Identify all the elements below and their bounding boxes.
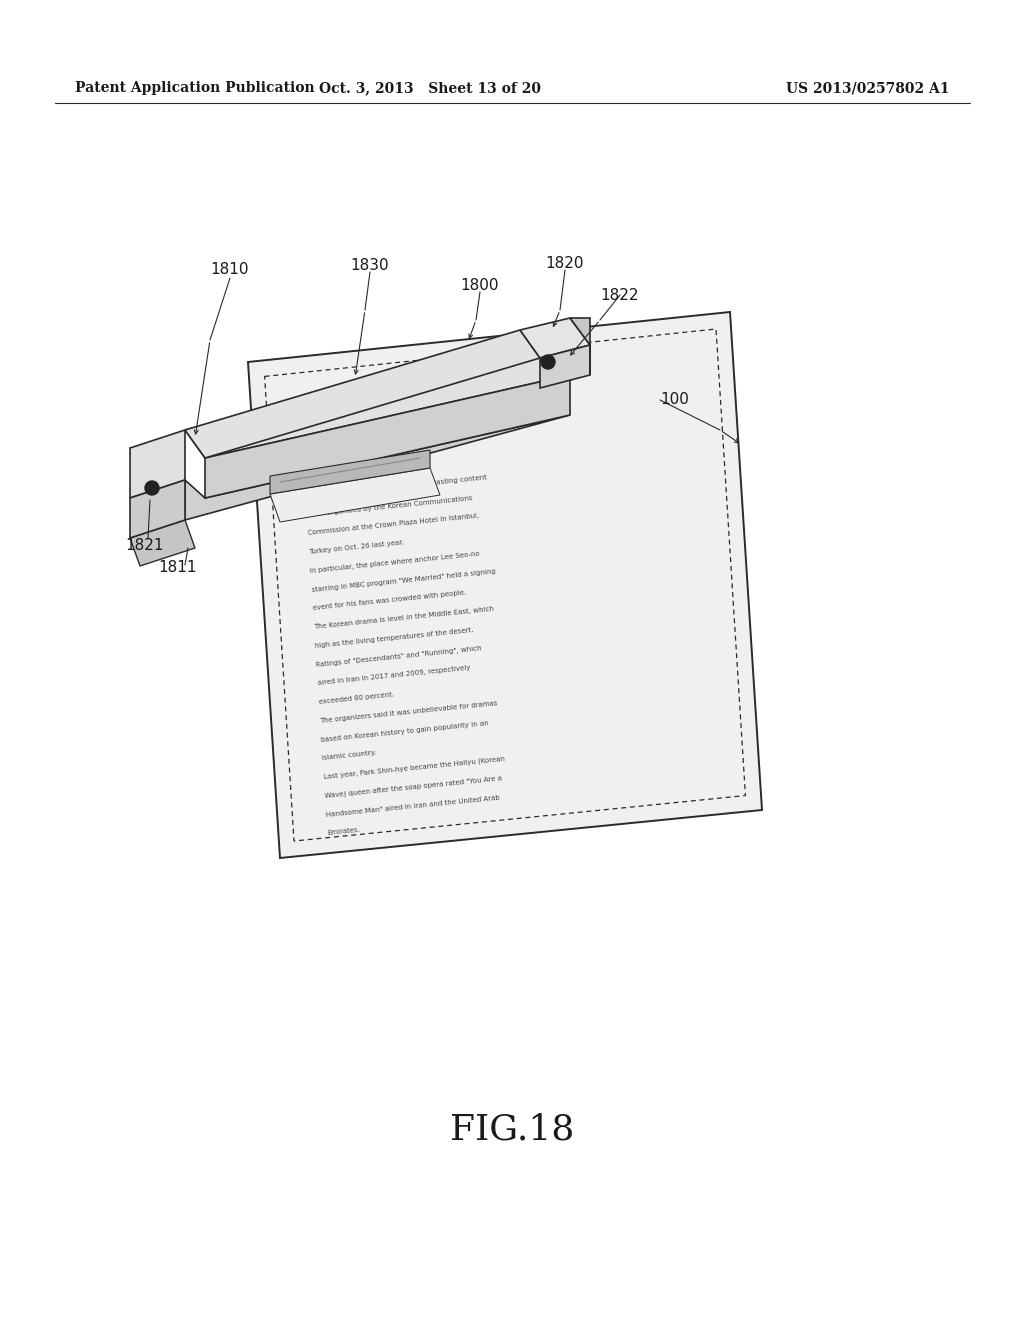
Text: Oct. 3, 2013   Sheet 13 of 20: Oct. 3, 2013 Sheet 13 of 20	[319, 81, 541, 95]
Text: People packed the venue for a broadcasting content: People packed the venue for a broadcasti…	[305, 474, 487, 499]
Text: Islamic country.: Islamic country.	[322, 750, 377, 762]
Polygon shape	[130, 430, 185, 498]
Polygon shape	[185, 414, 570, 520]
Circle shape	[145, 480, 159, 495]
Text: Handsome Man" aired in Iran and the United Arab: Handsome Man" aired in Iran and the Unit…	[326, 795, 500, 817]
Text: Ratings of "Descendants" and "Running", which: Ratings of "Descendants" and "Running", …	[315, 645, 482, 668]
Text: aired in Iran in 2017 and 2009, respectively: aired in Iran in 2017 and 2009, respecti…	[317, 665, 470, 686]
Text: Patent Application Publication: Patent Application Publication	[75, 81, 314, 95]
Polygon shape	[205, 375, 570, 498]
Polygon shape	[270, 469, 440, 521]
Text: 1811: 1811	[159, 561, 198, 576]
Text: 1810: 1810	[211, 263, 249, 277]
Text: starring in MBC program "We Married" held a signing: starring in MBC program "We Married" hel…	[311, 568, 496, 593]
Text: The Korean drama is level in the Middle East, which: The Korean drama is level in the Middle …	[313, 606, 494, 630]
Text: show organized by the Korean Communications: show organized by the Korean Communicati…	[306, 495, 472, 517]
Text: Commission at the Crown Plaza Hotel in Istanbul,: Commission at the Crown Plaza Hotel in I…	[307, 513, 479, 536]
Polygon shape	[570, 318, 590, 375]
Text: 1800: 1800	[461, 277, 500, 293]
Circle shape	[541, 355, 555, 370]
Text: The organizers said it was unbelievable for dramas: The organizers said it was unbelievable …	[319, 700, 498, 723]
Text: FIG.18: FIG.18	[450, 1113, 574, 1147]
Text: 1821: 1821	[126, 537, 164, 553]
Polygon shape	[540, 345, 590, 388]
Text: Turkey on Oct. 26 last year.: Turkey on Oct. 26 last year.	[308, 540, 404, 556]
Polygon shape	[185, 348, 570, 458]
Text: Last year, Park Shin-hye became the Hallyu (Korean: Last year, Park Shin-hye became the Hall…	[323, 756, 505, 780]
Polygon shape	[270, 450, 430, 494]
Text: 1822: 1822	[600, 288, 639, 302]
Text: based on Korean history to gain popularity in an: based on Korean history to gain populari…	[321, 719, 489, 743]
Text: Emirates.: Emirates.	[327, 828, 360, 837]
Polygon shape	[185, 330, 540, 458]
Polygon shape	[130, 480, 185, 539]
Text: 1820: 1820	[546, 256, 585, 271]
Text: 1830: 1830	[350, 257, 389, 272]
Text: 100: 100	[660, 392, 689, 408]
Text: US 2013/0257802 A1: US 2013/0257802 A1	[786, 81, 950, 95]
Polygon shape	[130, 520, 195, 566]
Text: In particular, the place where anchor Lee Seo-no: In particular, the place where anchor Le…	[309, 550, 480, 574]
Text: exceeded 80 percent.: exceeded 80 percent.	[318, 692, 394, 705]
Text: event for his fans was crowded with people.: event for his fans was crowded with peop…	[312, 590, 466, 611]
Text: high as the living temperatures of the desert.: high as the living temperatures of the d…	[314, 627, 474, 649]
Text: Wave) queen after the soap opera rated "You Are a: Wave) queen after the soap opera rated "…	[325, 775, 502, 799]
Polygon shape	[520, 318, 590, 358]
Polygon shape	[248, 312, 762, 858]
